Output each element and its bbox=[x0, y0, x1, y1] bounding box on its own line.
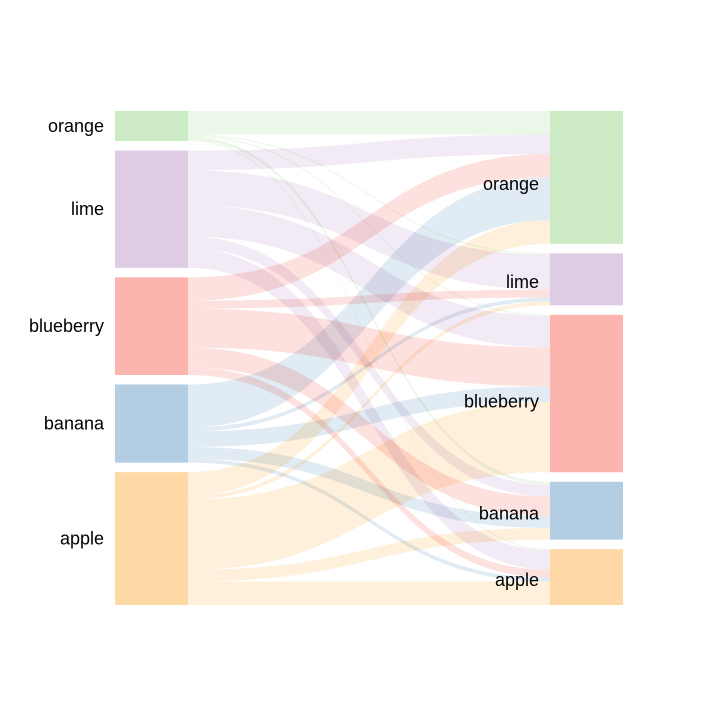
right-node-apple bbox=[550, 549, 623, 605]
flow-orange-to-orange bbox=[188, 111, 550, 135]
right-label-blueberry: blueberry bbox=[464, 391, 539, 411]
right-node-blueberry bbox=[550, 314, 623, 473]
flow-orange-to-lime bbox=[188, 134, 550, 255]
right-node-banana bbox=[550, 481, 623, 540]
flow-banana-to-orange bbox=[188, 177, 550, 428]
right-label-orange: orange bbox=[483, 174, 539, 194]
left-node-banana bbox=[115, 384, 188, 463]
flow-blueberry-to-banana bbox=[188, 347, 550, 517]
flow-apple-to-apple bbox=[188, 581, 550, 605]
right-node-lime bbox=[550, 253, 623, 306]
left-node-orange bbox=[115, 111, 188, 142]
flow-apple-to-blueberry bbox=[188, 401, 550, 570]
left-label-apple: apple bbox=[60, 529, 104, 549]
right-label-banana: banana bbox=[479, 504, 540, 524]
right-label-apple: apple bbox=[495, 570, 539, 590]
labels-layer: orange lime blueberry banana apple orange lime… bbox=[29, 116, 540, 590]
left-label-blueberry: blueberry bbox=[29, 316, 104, 336]
left-label-orange: orange bbox=[48, 116, 104, 136]
left-label-lime: lime bbox=[71, 199, 104, 219]
right-label-lime: lime bbox=[506, 272, 539, 292]
flows-layer bbox=[188, 111, 550, 605]
flow-apple-to-banana bbox=[188, 527, 550, 582]
right-node-orange bbox=[550, 111, 623, 244]
left-node-apple bbox=[115, 472, 188, 605]
flow-blueberry-to-orange bbox=[188, 153, 550, 301]
left-node-blueberry bbox=[115, 277, 188, 375]
flow-banana-to-blueberry bbox=[188, 386, 550, 448]
flow-apple-to-orange bbox=[188, 220, 550, 496]
flow-apple-to-lime bbox=[188, 301, 550, 500]
left-label-banana: banana bbox=[44, 414, 105, 434]
left-node-lime bbox=[115, 150, 188, 268]
flow-lime-to-orange bbox=[188, 134, 550, 171]
nodes-layer bbox=[115, 111, 623, 605]
